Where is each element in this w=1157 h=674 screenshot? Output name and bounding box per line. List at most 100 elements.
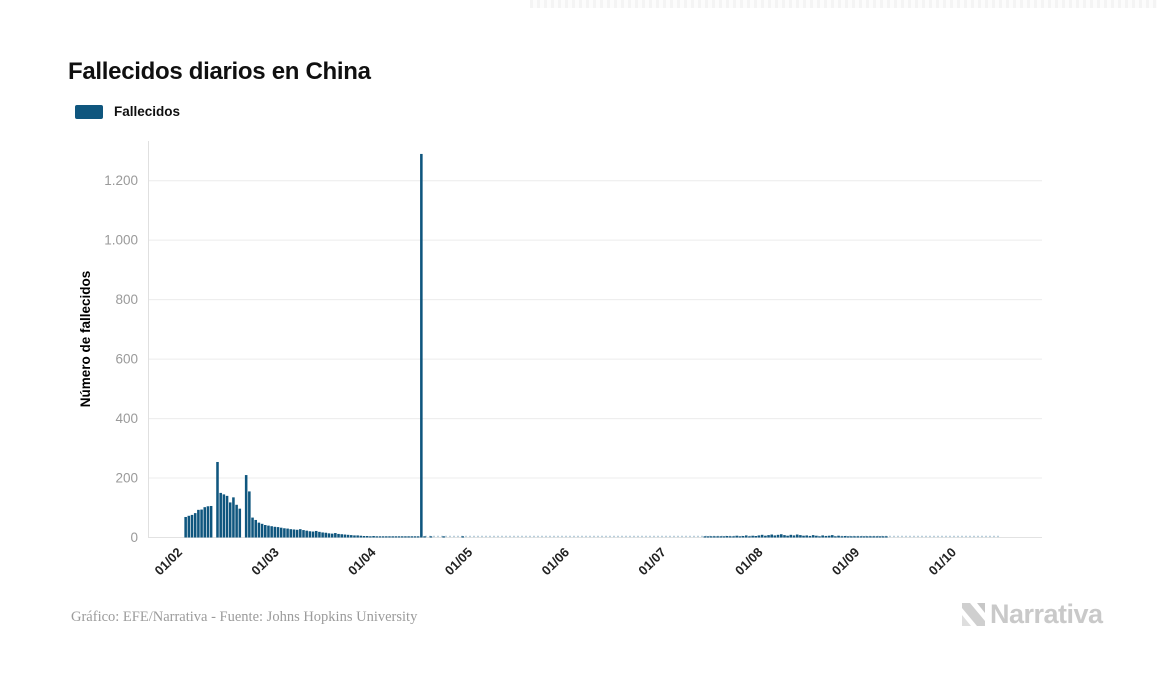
bar bbox=[767, 535, 770, 538]
bar bbox=[862, 536, 866, 538]
legend-swatch-fallecidos bbox=[75, 104, 103, 119]
bar bbox=[334, 533, 337, 538]
x-tick-label: 01/10 bbox=[926, 545, 960, 579]
bar bbox=[407, 536, 410, 538]
bar bbox=[203, 507, 207, 538]
bar bbox=[792, 535, 796, 538]
bar bbox=[400, 536, 404, 538]
narrativa-logo: Narrativa bbox=[962, 599, 1103, 630]
bar bbox=[375, 536, 379, 538]
bar bbox=[773, 535, 777, 538]
bar bbox=[391, 536, 394, 538]
bar bbox=[722, 536, 726, 538]
bar bbox=[394, 536, 398, 538]
y-tick-label: 400 bbox=[115, 411, 138, 426]
bar bbox=[222, 494, 226, 538]
bar bbox=[764, 535, 767, 538]
y-axis-title: Número de fallecidos bbox=[78, 271, 93, 408]
y-tick-label: 1.000 bbox=[104, 233, 138, 248]
bar bbox=[850, 536, 853, 538]
bar bbox=[744, 535, 748, 538]
bar bbox=[786, 535, 789, 538]
x-tick-label: 01/05 bbox=[442, 545, 476, 579]
y-tick-label: 600 bbox=[115, 352, 138, 367]
bar bbox=[754, 536, 758, 538]
y-tick-label: 0 bbox=[130, 530, 138, 545]
bar bbox=[388, 536, 391, 538]
bar bbox=[385, 536, 388, 538]
bar bbox=[706, 536, 710, 538]
bar bbox=[340, 534, 343, 538]
bar bbox=[267, 525, 270, 538]
bar bbox=[254, 519, 257, 538]
bar bbox=[725, 536, 729, 538]
bar bbox=[228, 502, 232, 538]
bar bbox=[843, 536, 847, 538]
bar bbox=[295, 529, 299, 538]
bar bbox=[815, 535, 818, 538]
bar bbox=[251, 517, 254, 538]
bar bbox=[760, 534, 764, 538]
x-tick-label: 01/03 bbox=[248, 545, 282, 579]
bar bbox=[193, 513, 197, 538]
bar bbox=[289, 529, 293, 538]
bar bbox=[783, 535, 786, 538]
bar bbox=[378, 536, 382, 538]
bar bbox=[840, 536, 844, 538]
bar bbox=[311, 531, 315, 538]
bar bbox=[853, 536, 856, 538]
bar bbox=[305, 530, 308, 538]
bar bbox=[869, 536, 872, 538]
bar bbox=[356, 535, 359, 538]
bar bbox=[413, 536, 417, 538]
legend-label-fallecidos: Fallecidos bbox=[114, 104, 181, 119]
bar bbox=[429, 536, 433, 538]
bar bbox=[780, 534, 783, 538]
bar bbox=[795, 534, 799, 538]
bar bbox=[875, 536, 879, 538]
bar bbox=[461, 536, 465, 538]
bar bbox=[709, 536, 713, 538]
bars[interactable] bbox=[184, 153, 888, 538]
bar bbox=[802, 535, 805, 538]
bar bbox=[837, 535, 840, 538]
x-axis-labels: 01/02 01/03 01/04 01/05 01/06 01/07 01/08 01/09… bbox=[152, 544, 960, 578]
x-tick-label: 01/07 bbox=[635, 545, 669, 579]
bar bbox=[353, 535, 356, 538]
bar bbox=[789, 534, 793, 538]
bar bbox=[741, 536, 745, 538]
bar bbox=[808, 536, 812, 538]
bar bbox=[729, 536, 732, 538]
bar bbox=[200, 509, 203, 538]
bar bbox=[346, 534, 350, 538]
bar bbox=[350, 535, 353, 538]
bar bbox=[735, 535, 738, 538]
y-tick-label: 800 bbox=[115, 292, 138, 307]
bar bbox=[859, 536, 863, 538]
bar bbox=[279, 527, 283, 538]
bar bbox=[238, 508, 242, 538]
bar bbox=[273, 526, 277, 538]
bar bbox=[235, 504, 238, 538]
y-axis-labels: 0 200 400 600 800 1.000 1.200 bbox=[104, 173, 138, 545]
bar bbox=[190, 514, 194, 538]
page-title: Fallecidos diarios en China bbox=[68, 58, 371, 86]
bar bbox=[260, 523, 264, 538]
bar bbox=[337, 533, 340, 538]
bar bbox=[308, 531, 312, 538]
x-tick-label: 01/09 bbox=[829, 545, 863, 579]
bar bbox=[327, 533, 331, 538]
bar bbox=[416, 536, 420, 538]
bar bbox=[397, 536, 401, 538]
bar bbox=[811, 535, 815, 538]
bar bbox=[885, 536, 888, 538]
narrativa-logo-icon bbox=[962, 603, 985, 626]
source-credit: Gráfico: EFE/Narrativa - Fuente: Johns H… bbox=[71, 609, 418, 625]
narrativa-logo-text: Narrativa bbox=[990, 599, 1103, 629]
bar bbox=[878, 536, 882, 538]
bar bbox=[299, 529, 302, 538]
bar bbox=[270, 526, 273, 538]
bar bbox=[276, 527, 280, 538]
bar bbox=[264, 525, 267, 538]
